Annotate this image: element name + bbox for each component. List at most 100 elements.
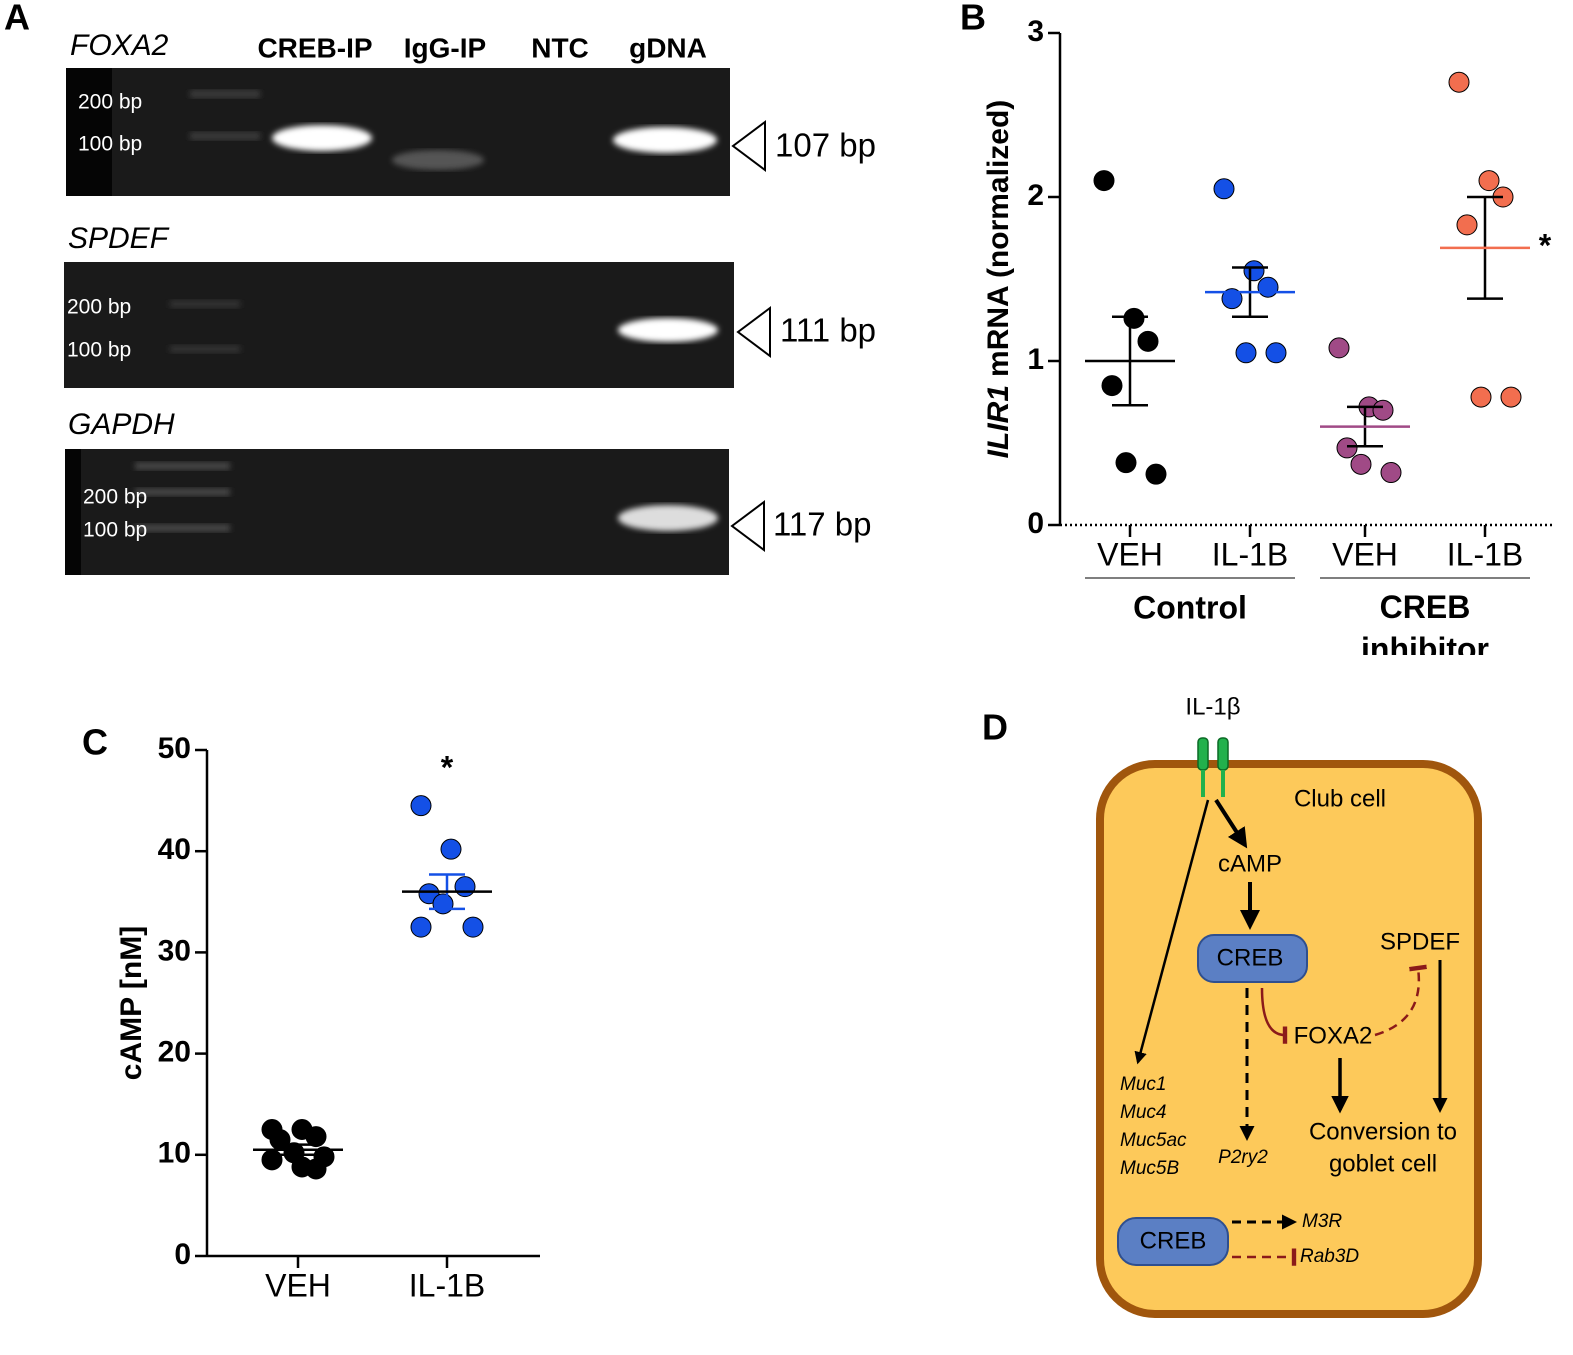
gene-label: Rab3D — [1300, 1246, 1359, 1267]
gene-label: M3R — [1302, 1211, 1342, 1232]
gel-band — [272, 125, 372, 151]
data-point — [432, 893, 454, 915]
ladder-band — [135, 462, 230, 470]
ligand-label: IL-1β — [1185, 693, 1240, 720]
y-axis-label-gene: ILIR1 — [982, 385, 1015, 458]
node-label: CREB — [1217, 944, 1284, 971]
y-axis-label-rest: mRNA (normalized) — [982, 100, 1015, 377]
receptor — [1197, 737, 1209, 771]
data-point — [1235, 342, 1257, 364]
data-point — [410, 916, 432, 938]
inhibit-arrow — [1260, 987, 1288, 1044]
data-point — [1448, 71, 1470, 93]
creb-box — [1197, 934, 1308, 983]
node-label: CREB — [1140, 1227, 1207, 1254]
arrow — [1134, 799, 1210, 1065]
node-label: SPDEF — [1380, 928, 1460, 955]
gel-edge — [66, 68, 112, 196]
data-point — [1372, 399, 1394, 421]
x-tick-label: VEH — [265, 1267, 331, 1303]
band-size: 117 bp — [773, 506, 871, 543]
y-tick-label: 10 — [158, 1137, 191, 1170]
y-axis-label: cAMP [nM] — [115, 926, 148, 1080]
club-cell — [1096, 760, 1482, 1318]
data-point — [305, 1158, 327, 1180]
band-size: 107 bp — [775, 127, 876, 164]
gene-label: SPDEF — [68, 222, 170, 255]
data-point — [1137, 330, 1159, 352]
data-point — [1257, 276, 1279, 298]
band-arrow — [731, 120, 766, 172]
node-label: FOXA2 — [1294, 1022, 1373, 1049]
y-tick-label: 20 — [158, 1036, 191, 1069]
data-point — [1221, 288, 1243, 310]
gene-label: Muc1 — [1120, 1074, 1166, 1095]
gene-label: Muc4 — [1120, 1102, 1166, 1123]
panel-label: D — [982, 707, 1008, 748]
inhibit-arrow — [1374, 964, 1427, 1037]
x-tick-label: IL-1B — [409, 1267, 485, 1303]
ladder-band — [170, 345, 240, 353]
data-point — [305, 1126, 327, 1148]
band-size: 111 bp — [780, 312, 876, 349]
column-label: IgG-IP — [404, 32, 486, 63]
data-point — [261, 1149, 283, 1171]
outcome-label: goblet cell — [1329, 1150, 1437, 1177]
data-point — [440, 838, 462, 860]
x-tick-label: IL-1B — [1212, 536, 1288, 572]
y-tick-label: 30 — [158, 934, 191, 967]
panel-a: A FOXA2 CREB-IP IgG-IP NTC gDNA 200 bp 1… — [4, 0, 876, 575]
data-point — [1500, 386, 1522, 408]
node-label: cAMP — [1218, 850, 1282, 877]
data-point — [1093, 170, 1115, 192]
gel — [66, 68, 730, 196]
panel-label: A — [4, 0, 30, 38]
gel — [64, 262, 734, 388]
ladder-label: 200 bp — [83, 486, 147, 509]
data-point — [454, 876, 476, 898]
gene-label: Muc5B — [1120, 1158, 1179, 1179]
gene-label: P2ry2 — [1218, 1147, 1268, 1168]
data-point — [1478, 170, 1500, 192]
gene-label: Muc5ac — [1120, 1130, 1187, 1151]
y-tick-label: 40 — [158, 833, 191, 866]
ladder-band — [135, 524, 230, 532]
data-point — [1213, 178, 1235, 200]
data-point — [1101, 375, 1123, 397]
outcome-label: Conversion to — [1309, 1118, 1457, 1145]
y-tick-label: 50 — [158, 732, 191, 765]
x-tick-label: VEH — [1097, 536, 1163, 572]
data-point — [1123, 307, 1145, 329]
x-tick-label: VEH — [1332, 536, 1398, 572]
panel-label: B — [960, 0, 986, 38]
data-point — [462, 916, 484, 938]
ladder-label: 100 bp — [83, 519, 147, 542]
data-point — [1350, 453, 1372, 475]
data-point — [410, 795, 432, 817]
y-tick-label: 0 — [174, 1238, 191, 1271]
gene-label: GAPDH — [68, 408, 175, 441]
x-tick-label: IL-1B — [1447, 536, 1523, 572]
significance: * — [1539, 227, 1552, 263]
column-label: NTC — [531, 32, 589, 63]
ladder-label: 100 bp — [78, 133, 142, 156]
band-arrow — [730, 500, 765, 552]
ladder-label: 100 bp — [67, 339, 131, 362]
group-label-line: inhibitor — [1361, 631, 1489, 667]
band-arrow — [736, 306, 771, 358]
data-point — [1380, 462, 1402, 484]
data-point — [1265, 342, 1287, 364]
ladder-band — [170, 300, 240, 308]
creb-box — [1117, 1217, 1229, 1266]
y-axis-label: ILIR1 mRNA (normalized) — [982, 100, 1015, 459]
data-point — [1336, 437, 1358, 459]
data-point — [1328, 337, 1350, 359]
column-label: CREB-IP — [257, 32, 372, 63]
significance: * — [441, 749, 454, 785]
ladder-band — [190, 90, 260, 98]
gene-label: FOXA2 — [70, 29, 169, 62]
panel-label: C — [82, 722, 108, 763]
panel-b: B 0 1 2 3 ILIR1 mRNA (normalized) VEH IL-1B VEH IL… — [960, 0, 1555, 667]
ladder-band — [135, 488, 230, 496]
gel-edge — [65, 449, 81, 575]
